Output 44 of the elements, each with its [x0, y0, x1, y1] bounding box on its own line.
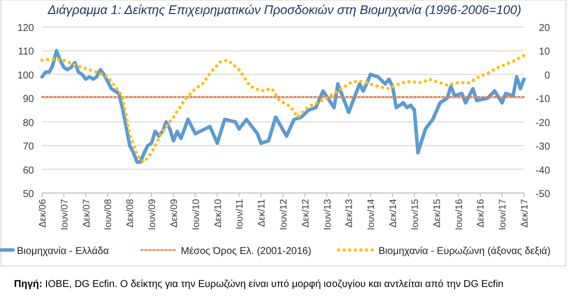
x-tick-label: Δεκ/07 — [81, 199, 92, 228]
x-tick-label: Ιουν/08 — [103, 199, 114, 230]
x-tick-label: Δεκ/09 — [168, 199, 180, 228]
legend-label: Βιομηχανία - Ευρωζώνη (άξονας δεξιά) — [378, 246, 551, 257]
chart-title: Διάγραμμα 1: Δείκτης Επιχειρηματικών Προσδοκιών στη Βιομηχανία (1996-2006=100) — [46, 3, 522, 17]
x-tick-label: Δεκ/08 — [125, 199, 136, 228]
x-tick-label: Ιουν/15 — [410, 199, 421, 230]
x-tick-label: Δεκ/10 — [212, 199, 224, 228]
y-tick-label: 70 — [22, 142, 34, 153]
y2-tick-label: 0 — [544, 70, 550, 82]
y-tick-label: 50 — [22, 189, 34, 200]
y2-tick-label: -30 — [536, 142, 550, 153]
x-tick-label: Δεκ/13 — [344, 199, 356, 228]
legend-label: Βιομηχανία - Ελλάδα — [16, 246, 110, 257]
x-tick-label: Ιουν/12 — [278, 199, 290, 230]
y2-tick-label: -40 — [536, 165, 550, 176]
x-tick-label: Δεκ/14 — [388, 199, 400, 228]
x-tick-label: Ιουν/16 — [454, 199, 465, 230]
y2-tick-label: -20 — [536, 118, 550, 129]
x-tick-label: Ιουν/09 — [147, 199, 158, 230]
x-tick-label: Δεκ/15 — [432, 199, 443, 228]
x-tick-label: Δεκ/12 — [300, 199, 312, 228]
x-tick-label: Δεκ/16 — [476, 199, 487, 228]
y-tick-label: 110 — [18, 46, 34, 58]
y-tick-label: 90 — [22, 94, 34, 106]
x-tick-label: Δεκ/06 — [38, 199, 48, 228]
x-tick-label: Ιουν/17 — [498, 199, 509, 230]
y2-tick-label: -50 — [536, 189, 550, 200]
text: Πηγή: ΙΟΒΕ, DG Ecfin. Ο δείκτης για την Ευρωζώνη είναι υπό μορφή ισοζυγίου και αντλείται από την DG Ecfin — [14, 279, 504, 290]
y-tick-label: 100 — [17, 70, 34, 82]
y2-tick-label: 20 — [538, 23, 550, 34]
y-tick-label: 60 — [22, 165, 34, 176]
y2-tick-label: -10 — [536, 94, 550, 106]
x-tick-label: Ιουν/13 — [322, 199, 334, 230]
x-tick-label: Ιουν/10 — [190, 199, 202, 230]
legend-label: Μέσος Όρος Ελ. (2001-2016) — [180, 246, 312, 257]
x-tick-label: Ιουν/07 — [59, 199, 70, 230]
x-tick-label: Ιουν/14 — [366, 199, 378, 230]
x-tick-label: Δεκ/11 — [256, 199, 268, 227]
y-tick-label: 80 — [22, 118, 34, 129]
x-tick-label: Δεκ/17 — [520, 199, 530, 228]
x-tick-label: Ιουν/11 — [234, 199, 246, 230]
y-tick-label: 120 — [17, 23, 34, 34]
y2-tick-label: 10 — [538, 46, 550, 58]
